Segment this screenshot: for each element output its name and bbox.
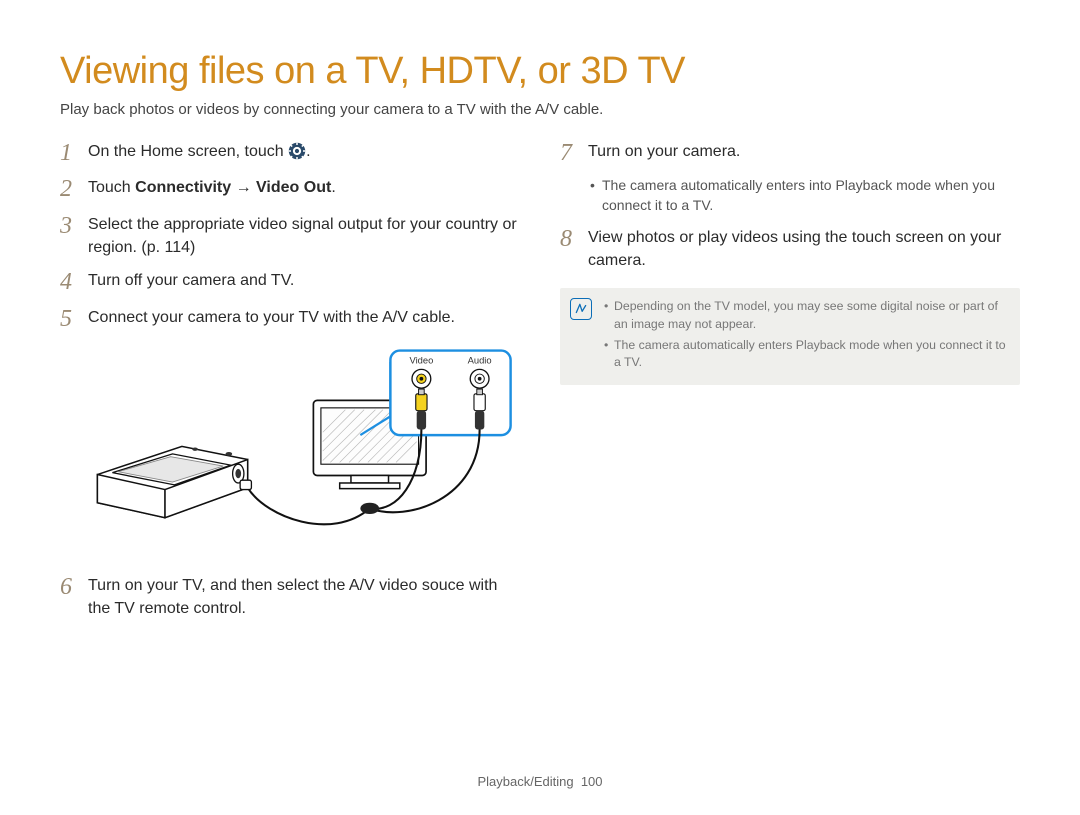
step-text-post: .	[306, 143, 310, 160]
step-2: 2 Touch Connectivity → Video Out.	[60, 176, 520, 202]
step-number: 7	[560, 140, 588, 166]
step-body: On the Home screen, touch .	[88, 140, 520, 163]
note-item: Depending on the TV model, you may see s…	[604, 298, 1008, 334]
video-label: Video	[409, 355, 433, 366]
settings-gear-icon	[288, 142, 306, 160]
step-number: 1	[60, 140, 88, 166]
step-text-bold: Connectivity → Video Out	[135, 179, 331, 196]
step-3: 3 Select the appropriate video signal ou…	[60, 213, 520, 259]
step-number: 5	[60, 306, 88, 332]
page-title: Viewing files on a TV, HDTV, or 3D TV	[60, 50, 1020, 93]
step-number: 2	[60, 176, 88, 202]
connection-diagram: Video Audio	[88, 342, 520, 562]
step-body: View photos or play videos using the tou…	[588, 226, 1020, 272]
step-body: Turn off your camera and TV.	[88, 269, 520, 292]
audio-label: Audio	[468, 355, 492, 366]
step-body: Turn on your camera.	[588, 140, 1020, 163]
step-body: Select the appropriate video signal outp…	[88, 213, 520, 259]
content-columns: 1 On the Home screen, touch . 2 Touch Co…	[60, 140, 1020, 630]
footer-page: 100	[581, 774, 603, 789]
step-6: 6 Turn on your TV, and then select the A…	[60, 574, 520, 620]
step-body: Touch Connectivity → Video Out.	[88, 176, 520, 199]
step-7: 7 Turn on your camera.	[560, 140, 1020, 166]
right-column: 7 Turn on your camera. The camera automa…	[560, 140, 1020, 630]
footer-section: Playback/Editing	[477, 774, 573, 789]
step-number: 8	[560, 226, 588, 252]
video-plug-icon	[416, 389, 427, 429]
step-4: 4 Turn off your camera and TV.	[60, 269, 520, 295]
page-footer: Playback/Editing 100	[0, 774, 1080, 789]
audio-plug-icon	[474, 389, 485, 429]
step-text-post: .	[331, 179, 335, 196]
step-text-pre: On the Home screen, touch	[88, 143, 288, 160]
step-number: 3	[60, 213, 88, 239]
step-5: 5 Connect your camera to your TV with th…	[60, 306, 520, 332]
page-subtitle: Play back photos or videos by connecting…	[60, 101, 1020, 118]
note-item: The camera automatically enters Playback…	[604, 337, 1008, 373]
step-body: Connect your camera to your TV with the …	[88, 306, 520, 329]
step-text-pre: Touch	[88, 179, 135, 196]
step-8: 8 View photos or play videos using the t…	[560, 226, 1020, 272]
note-box: Depending on the TV model, you may see s…	[560, 288, 1020, 385]
step-1: 1 On the Home screen, touch .	[60, 140, 520, 166]
step-7-sub: The camera automatically enters into Pla…	[590, 176, 1020, 215]
step-number: 4	[60, 269, 88, 295]
camera-icon	[97, 446, 247, 517]
note-icon	[570, 298, 592, 320]
sub-bullet: The camera automatically enters into Pla…	[590, 176, 1020, 215]
left-column: 1 On the Home screen, touch . 2 Touch Co…	[60, 140, 520, 630]
step-number: 6	[60, 574, 88, 600]
step-body: Turn on your TV, and then select the A/V…	[88, 574, 520, 620]
